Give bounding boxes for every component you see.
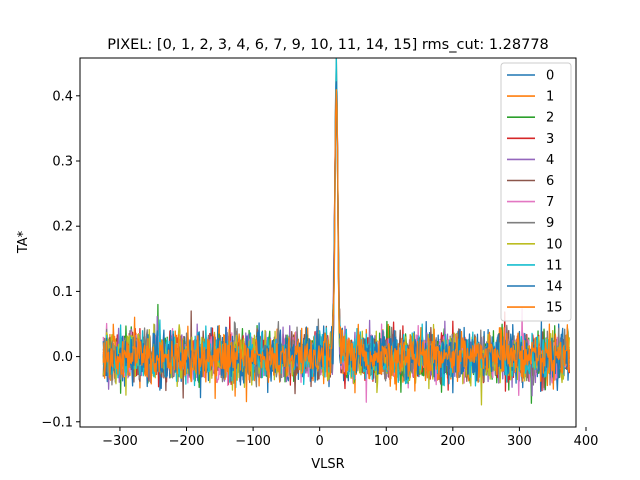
legend-label: 0 xyxy=(546,69,554,84)
legend-label: 4 xyxy=(546,153,554,168)
x-axis: −300 −200 −100 0 100 200 300 400 xyxy=(102,427,598,449)
legend-label: 14 xyxy=(546,280,563,295)
series-layer xyxy=(102,58,570,406)
series-line-15 xyxy=(102,89,570,403)
legend-box xyxy=(500,62,572,322)
y-tick-label: −0.1 xyxy=(41,415,73,430)
x-tick-label: 300 xyxy=(507,434,532,449)
legend-label: 6 xyxy=(546,174,554,189)
x-tick-label: 200 xyxy=(440,434,465,449)
plot-frame xyxy=(79,57,577,428)
y-tick-label: 0.4 xyxy=(52,89,73,104)
y-tick-label: 0.2 xyxy=(52,220,73,235)
x-tick-label: 0 xyxy=(316,434,324,449)
y-axis: −0.1 0.0 0.1 0.2 0.3 0.4 xyxy=(41,89,80,430)
x-tick-label: −100 xyxy=(235,434,271,449)
legend-label: 3 xyxy=(546,132,554,147)
legend-label: 2 xyxy=(546,111,554,126)
x-tick-label: −300 xyxy=(102,434,138,449)
legend-label: 10 xyxy=(546,237,563,252)
x-axis-label: VLSR xyxy=(311,457,344,472)
legend-label: 9 xyxy=(546,216,554,231)
x-tick-label: 100 xyxy=(374,434,399,449)
chart-title: PIXEL: [0, 1, 2, 3, 4, 6, 7, 9, 10, 11, … xyxy=(107,37,549,53)
legend-label: 7 xyxy=(546,195,554,210)
y-tick-label: 0.1 xyxy=(52,285,73,300)
x-tick-label: 400 xyxy=(574,434,599,449)
series-line-14 xyxy=(102,81,570,394)
legend-entries: 0 1 2 3 4 6 7 9 10 11 14 15 xyxy=(507,69,563,316)
legend-label: 11 xyxy=(546,258,563,273)
legend: 0 1 2 3 4 6 7 9 10 11 14 15 xyxy=(500,62,572,322)
x-tick-label: −200 xyxy=(169,434,205,449)
legend-label: 15 xyxy=(546,301,563,316)
y-axis-label: TA* xyxy=(16,230,31,254)
y-tick-label: 0.3 xyxy=(52,155,73,170)
legend-label: 1 xyxy=(546,90,554,105)
y-tick-label: 0.0 xyxy=(52,350,73,365)
